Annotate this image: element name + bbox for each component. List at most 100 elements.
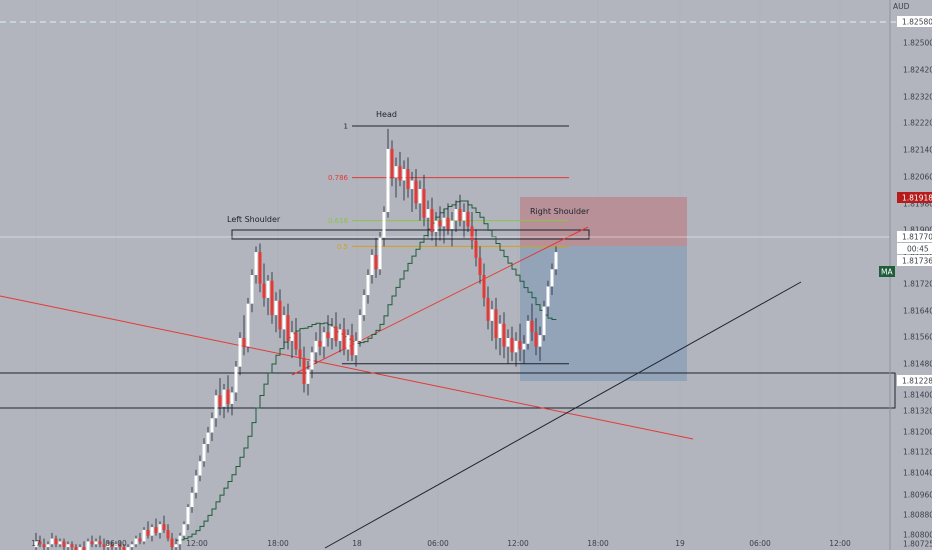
candle-body [350, 335, 354, 356]
candle-body [34, 541, 38, 548]
time-tick-label: 17 [31, 539, 41, 548]
candle-body [266, 280, 270, 298]
plot-background [0, 0, 890, 550]
candle-body [118, 544, 122, 548]
time-tick-label: 12:00 [507, 539, 529, 548]
candle-body [414, 180, 418, 204]
candle-body [42, 544, 46, 548]
candle-body [422, 189, 426, 218]
price-tick-label: 1.81980 [903, 200, 932, 209]
candle-body [114, 544, 118, 548]
indicator-tag-text: MA [881, 268, 893, 277]
candle-body [402, 169, 406, 181]
price-tick-label: 1.81040 [903, 469, 932, 478]
candle-body [478, 257, 482, 275]
candle-body [90, 541, 94, 545]
price-tag-dashed: 1.82580 [897, 16, 932, 27]
neckline-box[interactable] [231, 229, 590, 240]
candle-body [142, 529, 146, 542]
candle-body [38, 541, 42, 545]
candle-body [390, 148, 394, 178]
candle-body [302, 358, 306, 384]
price-tag-box-text: 1.81228 [902, 377, 932, 386]
descending-trendline[interactable] [0, 295, 694, 440]
candle-body [542, 306, 546, 336]
countdown-text: 00:45 [907, 245, 929, 254]
candle-body [94, 541, 98, 545]
candle-body [286, 315, 290, 341]
fib-retracement[interactable]: 1 0.786 0.618 0.5 [328, 123, 569, 251]
price-tick-label: 1.82420 [903, 66, 932, 75]
price-tag-last-text: 1.81770 [902, 233, 932, 242]
candle-body [386, 148, 390, 212]
price-tick-label: 1.81640 [903, 307, 932, 316]
right-shoulder-label: Right Shoulder [530, 207, 590, 216]
price-tick-label: 1.81320 [903, 407, 932, 416]
candle-body [394, 166, 398, 178]
candle-body [322, 332, 326, 347]
time-tick-label: 18:00 [587, 539, 609, 548]
candle-body [490, 309, 494, 321]
candle-body [222, 389, 226, 407]
price-tick-label: 1.80880 [903, 511, 932, 520]
price-tick-label: 1.82140 [903, 146, 932, 155]
candle-body [498, 323, 502, 339]
candle-body [486, 297, 490, 321]
candle-body [474, 240, 478, 258]
price-tag-dashed-text: 1.82580 [902, 18, 932, 27]
candle-body [282, 315, 286, 330]
time-axis[interactable]: 17 06:00 12:00 18:00 18 06:00 12:00 18:00 19 06:0… [31, 539, 851, 548]
time-tick-label: 18 [352, 539, 362, 548]
candle-body [438, 220, 442, 227]
candle-body [258, 252, 262, 284]
candle-body [354, 340, 358, 356]
candle-body [330, 326, 334, 339]
candle-body [406, 169, 410, 190]
candle-body [230, 392, 234, 404]
candle-body [426, 209, 430, 218]
candle-body [534, 332, 538, 347]
ascending-black-trendline[interactable] [324, 281, 802, 549]
support-zone-box[interactable] [0, 372, 896, 409]
candle-body [178, 535, 182, 545]
candle-body [278, 300, 282, 330]
candle-body [198, 461, 202, 476]
candle-body [158, 524, 162, 533]
candle-body [122, 547, 126, 550]
candle-body [482, 275, 486, 298]
candle-body [554, 252, 558, 270]
candle-body [358, 315, 362, 341]
indicator-tag[interactable]: MA [879, 266, 895, 277]
fib-level-label: 1 [344, 123, 348, 131]
candle-body [202, 444, 206, 462]
candle-body [190, 492, 194, 508]
candle-body [442, 217, 446, 227]
price-axis[interactable]: 1.82500 1.82420 1.82320 1.82220 1.82140 1.820… [903, 39, 932, 549]
price-tick-label: 1.82060 [903, 173, 932, 182]
candle-body [182, 524, 186, 536]
candle-body [218, 395, 222, 407]
candle-body [146, 529, 150, 536]
candle-body [454, 209, 458, 221]
time-tick-label: 12:00 [829, 539, 851, 548]
stop-loss-zone[interactable] [520, 197, 687, 246]
candle-body [538, 335, 542, 347]
candle-body [170, 538, 174, 548]
candle-body [290, 332, 294, 341]
candle-body [378, 237, 382, 270]
candle-body [62, 541, 66, 548]
ascending-red-trendline[interactable] [291, 226, 589, 376]
candle-body [74, 547, 78, 550]
candle-body [226, 389, 230, 404]
price-tick-label: 1.81120 [903, 448, 932, 457]
price-tick-label: 1.81200 [903, 428, 932, 437]
candle-body [458, 209, 462, 221]
head-label: Head [376, 110, 397, 119]
candle-body [102, 544, 106, 548]
candle-body [70, 544, 74, 548]
price-tick-label: 1.80960 [903, 491, 932, 500]
candle-body [126, 547, 130, 550]
candle-body [318, 340, 322, 347]
